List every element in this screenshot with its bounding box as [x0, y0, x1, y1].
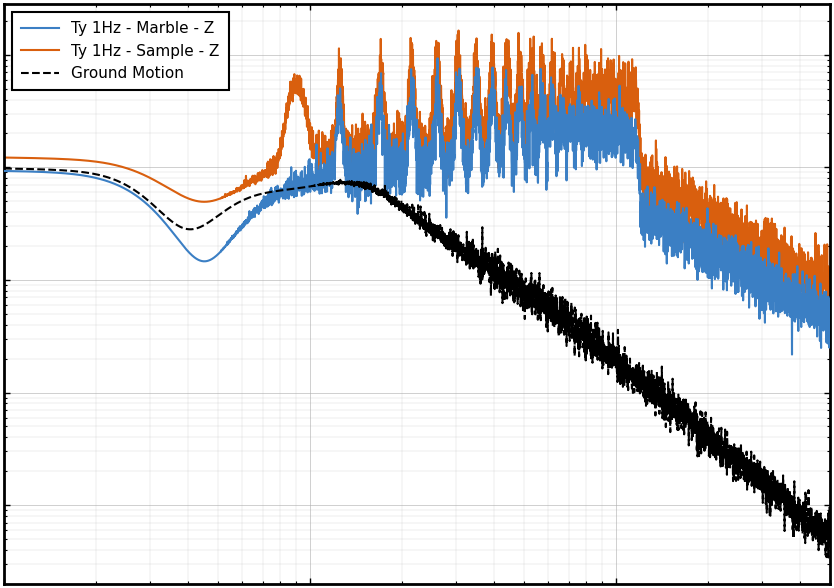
- Ty 1Hz - Sample - Z: [678, 206, 688, 213]
- Ground Motion: [536, 296, 546, 303]
- Ty 1Hz - Marble - Z: [678, 224, 688, 231]
- Ty 1Hz - Sample - Z: [149, 176, 159, 183]
- Ty 1Hz - Sample - Z: [314, 150, 324, 157]
- Ground Motion: [825, 543, 834, 550]
- Ty 1Hz - Sample - Z: [825, 286, 834, 293]
- Ground Motion: [823, 554, 833, 561]
- Ground Motion: [615, 352, 626, 359]
- Line: Ty 1Hz - Sample - Z: Ty 1Hz - Sample - Z: [4, 31, 830, 313]
- Ty 1Hz - Sample - Z: [0, 154, 9, 161]
- Ty 1Hz - Sample - Z: [495, 153, 505, 160]
- Ty 1Hz - Marble - Z: [615, 132, 626, 139]
- Ty 1Hz - Sample - Z: [812, 309, 822, 316]
- Ty 1Hz - Marble - Z: [433, 55, 443, 62]
- Ty 1Hz - Marble - Z: [149, 208, 159, 215]
- Ground Motion: [678, 400, 688, 407]
- Ty 1Hz - Marble - Z: [0, 168, 9, 175]
- Ground Motion: [0, 165, 9, 172]
- Line: Ground Motion: Ground Motion: [4, 169, 830, 557]
- Ty 1Hz - Sample - Z: [615, 89, 626, 96]
- Ty 1Hz - Sample - Z: [454, 27, 464, 34]
- Legend: Ty 1Hz - Marble - Z, Ty 1Hz - Sample - Z, Ground Motion: Ty 1Hz - Marble - Z, Ty 1Hz - Sample - Z…: [12, 12, 229, 91]
- Ground Motion: [149, 202, 159, 209]
- Line: Ty 1Hz - Marble - Z: Ty 1Hz - Marble - Z: [4, 58, 830, 355]
- Ty 1Hz - Sample - Z: [536, 84, 546, 91]
- Ty 1Hz - Marble - Z: [825, 306, 834, 313]
- Ground Motion: [495, 266, 505, 273]
- Ty 1Hz - Marble - Z: [787, 351, 797, 358]
- Ty 1Hz - Marble - Z: [495, 131, 505, 138]
- Ty 1Hz - Marble - Z: [314, 190, 324, 197]
- Ground Motion: [314, 181, 324, 188]
- Ty 1Hz - Marble - Z: [536, 136, 546, 143]
